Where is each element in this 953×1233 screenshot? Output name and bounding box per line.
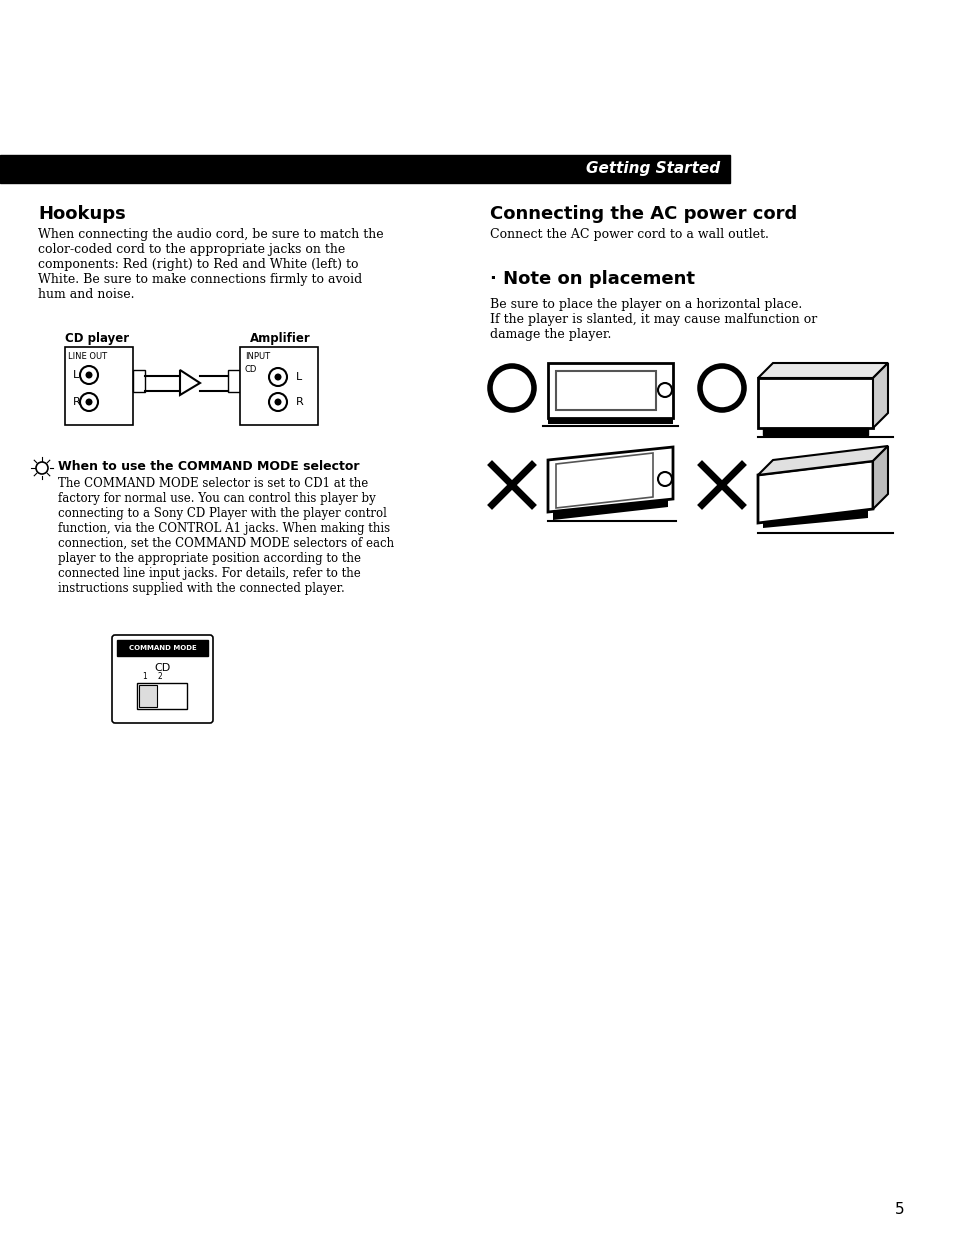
Bar: [139, 686, 157, 707]
Polygon shape: [872, 446, 887, 509]
Bar: [0, 155, 729, 182]
Text: The COMMAND MODE selector is set to CD1 at the
factory for normal use. You can c: The COMMAND MODE selector is set to CD1 …: [58, 477, 394, 596]
Text: INPUT: INPUT: [245, 351, 270, 361]
Circle shape: [274, 398, 281, 406]
Text: LINE OUT: LINE OUT: [68, 351, 107, 361]
Text: When connecting the audio cord, be sure to match the
color-coded cord to the app: When connecting the audio cord, be sure …: [38, 228, 383, 301]
Text: Hookups: Hookups: [38, 205, 126, 223]
Text: Connect the AC power cord to a wall outlet.: Connect the AC power cord to a wall outl…: [490, 228, 768, 240]
Text: 1: 1: [143, 672, 147, 681]
Text: When to use the COMMAND MODE selector: When to use the COMMAND MODE selector: [58, 460, 359, 473]
Text: Be sure to place the player on a horizontal place.
If the player is slanted, it : Be sure to place the player on a horizon…: [490, 298, 817, 342]
Bar: [556, 371, 656, 411]
Polygon shape: [553, 499, 667, 520]
Text: CD: CD: [154, 663, 171, 673]
Polygon shape: [762, 509, 867, 528]
Text: Connecting the AC power cord: Connecting the AC power cord: [490, 205, 797, 223]
Polygon shape: [758, 461, 872, 523]
Bar: [240, 346, 317, 425]
Text: L: L: [295, 372, 302, 382]
Polygon shape: [758, 363, 887, 379]
Text: R: R: [295, 397, 303, 407]
Polygon shape: [872, 363, 887, 428]
Text: 2: 2: [157, 672, 162, 681]
Bar: [547, 363, 672, 418]
Text: R: R: [73, 397, 81, 407]
Polygon shape: [758, 446, 887, 475]
Bar: [117, 640, 208, 656]
Bar: [137, 683, 187, 709]
Bar: [65, 346, 132, 425]
Circle shape: [86, 371, 92, 379]
Circle shape: [274, 374, 281, 381]
FancyBboxPatch shape: [112, 635, 213, 723]
Text: Amplifier: Amplifier: [250, 332, 310, 345]
Bar: [228, 370, 240, 392]
Circle shape: [86, 398, 92, 406]
Polygon shape: [547, 448, 672, 512]
Text: Getting Started: Getting Started: [585, 162, 720, 176]
Text: L: L: [73, 370, 79, 380]
Bar: [758, 379, 872, 428]
Text: COMMAND MODE: COMMAND MODE: [129, 645, 196, 651]
Text: CD player: CD player: [65, 332, 129, 345]
Bar: [132, 370, 145, 392]
Text: 5: 5: [894, 1202, 903, 1217]
Bar: [762, 428, 867, 435]
Bar: [547, 418, 672, 424]
Polygon shape: [556, 453, 652, 508]
Text: · Note on placement: · Note on placement: [490, 270, 695, 289]
Text: CD: CD: [245, 365, 257, 374]
